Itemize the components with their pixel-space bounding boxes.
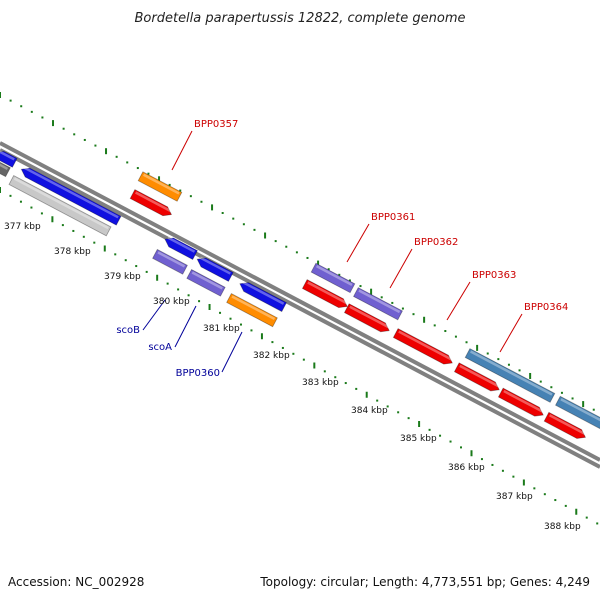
gene-feature-red (301, 279, 348, 309)
map-title: Bordetella parapertussis 12822, complete… (135, 11, 466, 26)
gene-label-leader (174, 305, 197, 348)
gene-feature-blue (239, 281, 287, 313)
gene-label-leader (446, 281, 471, 321)
backbone-line-outer (0, 141, 600, 462)
gene-feature-orange (137, 171, 183, 202)
scale-tick-label: 378 kbp (54, 247, 91, 257)
gene-label: BPP0363 (472, 270, 516, 281)
gene-feature-red (129, 189, 173, 217)
scale-tick-label: 377 kbp (4, 222, 41, 232)
gene-label: scoA (148, 342, 172, 353)
scale-tick-labels: 377 kbp 378 kbp 379 kbp 380 kbp 381 kbp 382 k… (4, 222, 581, 532)
gene-feature-blue (196, 256, 234, 282)
gene-feature-red (343, 303, 390, 333)
gene-feature-blue (20, 166, 122, 226)
scale-tick-label: 385 kbp (400, 434, 437, 444)
gene-label-leader (389, 248, 413, 289)
scale-tick-label: 380 kbp (153, 297, 190, 307)
gene-feature-purple (152, 248, 188, 275)
gene-label-leader (221, 331, 243, 373)
gene-label: BPP0360 (176, 368, 220, 379)
gene-feature-orange (226, 293, 278, 328)
scale-tick-label: 386 kbp (448, 463, 485, 473)
gene-feature-steelblue (464, 348, 556, 403)
accession-text: Accession: NC_002928 (8, 575, 144, 589)
scale-tick-label: 382 kbp (253, 351, 290, 361)
gene-labels: BPP0357 BPP0361 BPP0362 BPP0363 BPP0364 scoB s… (116, 119, 568, 379)
gene-label: BPP0364 (524, 302, 568, 313)
gene-label-leader (499, 313, 523, 353)
gene-label: BPP0362 (414, 237, 458, 248)
scale-tick-label: 379 kbp (104, 272, 141, 282)
gene-feature-purple (186, 268, 226, 297)
gene-feature-lightgrey (8, 175, 112, 237)
scale-tick-label: 381 kbp (203, 324, 240, 334)
gene-feature-purple (310, 262, 356, 294)
gene-feature-grey (0, 158, 11, 178)
scale-tick-label: 384 kbp (351, 406, 388, 416)
gene-label: BPP0361 (371, 212, 415, 223)
gene-feature-blue (0, 149, 18, 168)
gene-label: BPP0357 (194, 119, 238, 130)
gene-feature-red (392, 328, 453, 365)
gene-feature-red (497, 387, 544, 417)
scale-tick-label: 388 kbp (544, 522, 581, 532)
genome-summary-text: Topology: circular; Length: 4,773,551 bp… (259, 575, 590, 589)
gene-feature-purple (353, 287, 403, 321)
scale-tick-label: 383 kbp (302, 378, 339, 388)
scale-tick-label: 387 kbp (496, 492, 533, 502)
backbone-line-inner (0, 148, 600, 469)
dotted-tick-lines (0, 92, 599, 525)
gene-features (0, 149, 600, 439)
gene-label: scoB (116, 325, 140, 336)
gene-feature-red (543, 411, 587, 439)
gene-feature-red (453, 362, 500, 392)
gene-label-leader (142, 299, 166, 331)
upper-dotted-line (0, 92, 595, 411)
gene-label-leader (346, 223, 370, 263)
gene-label-leader (171, 130, 193, 171)
lower-dotted-line (0, 187, 599, 525)
gene-feature-blue (164, 236, 198, 261)
